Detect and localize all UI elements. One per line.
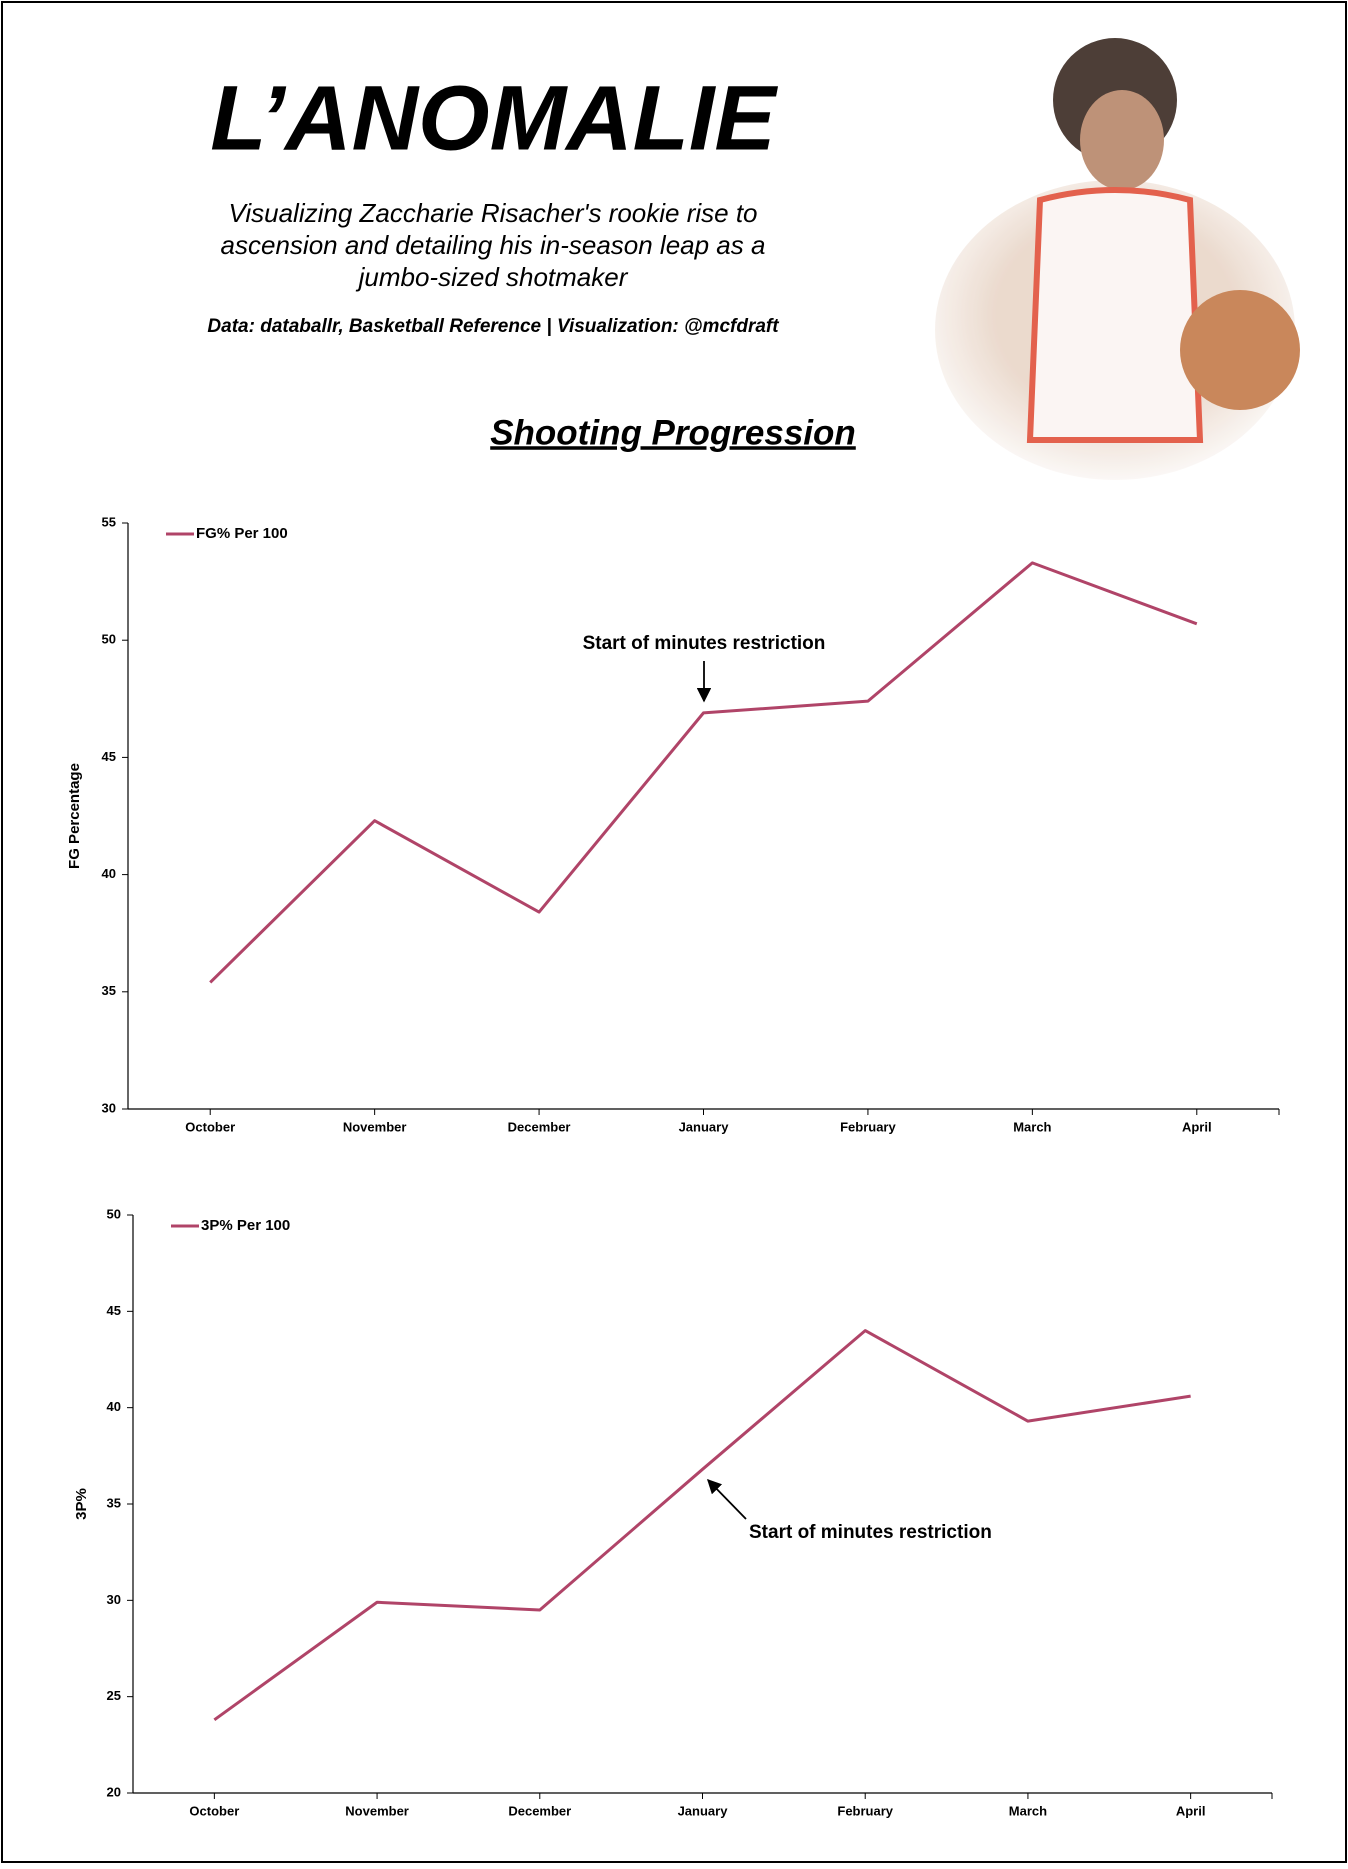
- x-tick-label: January: [679, 1119, 730, 1134]
- x-tick-label: March: [1009, 1803, 1047, 1818]
- data-line: [213, 1329, 1191, 1722]
- x-tick-label: March: [1013, 1119, 1051, 1134]
- legend-label: FG% Per 100: [196, 525, 288, 542]
- y-tick-label: 20: [107, 1784, 121, 1799]
- y-tick-label: 50: [102, 632, 116, 647]
- x-tick-label: April: [1176, 1803, 1206, 1818]
- x-tick-label: December: [508, 1119, 571, 1134]
- y-tick-label: 50: [107, 1206, 121, 1221]
- data-line: [209, 561, 1198, 984]
- y-tick-label: 40: [102, 866, 116, 881]
- subtitle: Visualizing Zaccharie Risacher's rookie …: [228, 198, 757, 228]
- y-tick-label: 55: [102, 514, 116, 529]
- x-tick-label: November: [345, 1803, 409, 1818]
- credits: Data: databallr, Basketball Reference | …: [207, 316, 779, 337]
- x-tick-label: February: [840, 1119, 896, 1134]
- y-tick-label: 45: [102, 749, 116, 764]
- x-tick-label: April: [1182, 1119, 1212, 1134]
- x-tick-label: October: [185, 1119, 235, 1134]
- x-tick-label: November: [343, 1119, 407, 1134]
- player-photo: [935, 38, 1300, 480]
- y-axis-label: 3P%: [73, 1488, 90, 1520]
- annotation-arrow: [706, 1478, 747, 1520]
- y-tick-label: 35: [102, 983, 116, 998]
- annotation: Start of minutes restriction: [749, 1522, 992, 1543]
- y-tick-label: 45: [107, 1303, 121, 1318]
- annotation: Start of minutes restriction: [583, 633, 826, 654]
- x-tick-label: December: [508, 1803, 571, 1818]
- x-tick-label: October: [189, 1803, 239, 1818]
- y-axis-label: FG Percentage: [66, 763, 83, 869]
- y-tick-label: 30: [102, 1100, 116, 1115]
- y-tick-label: 35: [107, 1495, 121, 1510]
- section-title: Shooting Progression: [490, 413, 856, 452]
- subtitle: jumbo-sized shotmaker: [356, 262, 629, 292]
- subtitle: ascension and detailing his in-season le…: [221, 230, 766, 260]
- x-tick-label: February: [837, 1803, 893, 1818]
- legend-label: 3P% Per 100: [201, 1217, 290, 1234]
- y-tick-label: 30: [107, 1592, 121, 1607]
- y-tick-label: 25: [107, 1688, 121, 1703]
- x-tick-label: January: [678, 1803, 729, 1818]
- title: L’ANOMALIE: [210, 67, 778, 169]
- y-tick-label: 40: [107, 1399, 121, 1414]
